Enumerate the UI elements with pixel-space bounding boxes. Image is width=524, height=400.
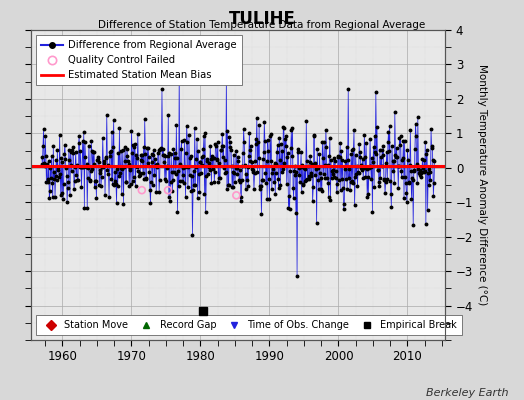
Text: Berkeley Earth: Berkeley Earth xyxy=(426,388,508,398)
Y-axis label: Monthly Temperature Anomaly Difference (°C): Monthly Temperature Anomaly Difference (… xyxy=(477,64,487,306)
Point xyxy=(164,187,172,193)
Text: Difference of Station Temperature Data from Regional Average: Difference of Station Temperature Data f… xyxy=(99,20,425,30)
Legend: Station Move, Record Gap, Time of Obs. Change, Empirical Break: Station Move, Record Gap, Time of Obs. C… xyxy=(36,316,462,335)
Point xyxy=(232,192,241,198)
Point xyxy=(138,187,146,193)
Text: TULIHE: TULIHE xyxy=(228,10,296,28)
